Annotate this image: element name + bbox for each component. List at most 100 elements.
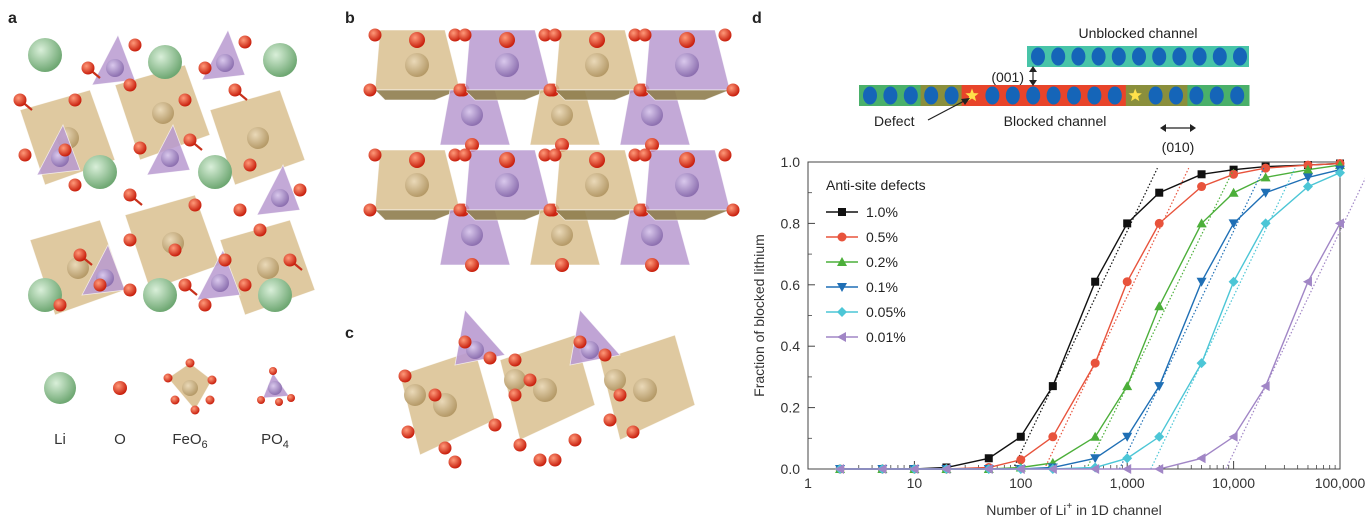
fe-atom — [633, 378, 657, 402]
o-atom — [638, 28, 652, 42]
o-atom — [589, 32, 605, 48]
o-atom — [633, 83, 647, 97]
o-atom — [465, 138, 479, 152]
metal-atom — [675, 173, 699, 197]
x-tick-label: 10 — [907, 475, 923, 491]
o-atom — [123, 78, 137, 92]
li-atom — [198, 155, 232, 189]
y-tick-label: 0.2 — [781, 400, 801, 416]
li-atom — [83, 155, 117, 189]
o-atom — [73, 248, 87, 262]
li-atom — [263, 43, 297, 77]
data-point — [1335, 167, 1345, 178]
metal-atom — [551, 104, 573, 126]
legend-item: 0.2% — [826, 254, 898, 270]
legend-item: 1.0% — [826, 204, 898, 220]
o-atom — [458, 335, 472, 349]
legend-item: 0.5% — [826, 229, 898, 245]
o-atom — [448, 28, 462, 42]
data-point — [1260, 172, 1271, 182]
o-atom — [508, 388, 522, 402]
o-atom — [483, 351, 497, 365]
o-atom — [679, 152, 695, 168]
o-atom — [18, 148, 32, 162]
data-point — [1302, 173, 1313, 183]
data-point — [1122, 277, 1132, 287]
li-site — [863, 86, 877, 105]
o-atom — [448, 455, 462, 469]
data-point — [1197, 182, 1207, 192]
series-0.5% — [835, 159, 1345, 474]
o-atom — [368, 28, 382, 42]
o-atom — [183, 133, 197, 147]
o-atom — [679, 32, 695, 48]
data-point — [1155, 188, 1164, 197]
li-site — [883, 86, 898, 105]
data-point — [1260, 218, 1271, 229]
li-site — [1209, 86, 1224, 105]
fe-atom — [533, 378, 557, 402]
o-atom — [589, 152, 605, 168]
o-atom — [453, 83, 467, 97]
x-tick-label: 1,000 — [1110, 475, 1145, 491]
data-point — [1154, 382, 1165, 392]
o-atom — [548, 453, 562, 467]
o-atom — [178, 93, 192, 107]
o-atom — [638, 148, 652, 162]
li-site — [1107, 86, 1122, 105]
legend-item: 0.01% — [826, 329, 906, 345]
fe-atom — [504, 369, 526, 391]
metal-atom — [585, 53, 609, 77]
legend-label: 0.5% — [866, 229, 898, 245]
data-point — [1228, 276, 1239, 287]
li-site — [1005, 86, 1020, 105]
species-label-feo6: FeO6 — [172, 431, 207, 451]
o-atom — [568, 433, 582, 447]
structure-panel-a — [13, 29, 316, 316]
blocked-channel-label: Blocked channel — [1004, 113, 1107, 129]
li-site — [1046, 86, 1061, 105]
structure-panel-b — [363, 28, 740, 272]
blocked-lithium-chart: 1 10 100 1,000 10,000 100,000 0.0 0.2 0.4 0.6 0.8 1… — [751, 154, 1365, 518]
unblocked-channel-label: Unblocked channel — [1078, 25, 1197, 41]
legend-marker — [837, 257, 847, 266]
o-atom — [168, 243, 182, 257]
data-point — [1229, 169, 1239, 179]
o-atom — [123, 233, 137, 247]
data-point — [1048, 382, 1057, 391]
o-atom — [233, 203, 247, 217]
panel-label-c: c — [345, 325, 354, 342]
legend-item: 0.1% — [826, 279, 898, 295]
data-point — [1228, 219, 1239, 229]
legend-label: 1.0% — [866, 204, 898, 220]
metal-atom — [405, 53, 429, 77]
o-atom — [398, 369, 412, 383]
li-site — [1051, 47, 1066, 66]
o-atom — [198, 298, 212, 312]
legend-marker — [837, 283, 847, 292]
fe-atom — [247, 127, 269, 149]
metal-atom — [461, 224, 483, 246]
o-atom — [453, 203, 467, 217]
p-atom — [271, 189, 289, 207]
data-point — [1154, 218, 1164, 228]
series-0.01% — [835, 177, 1365, 474]
data-point — [1260, 381, 1270, 392]
y-tick-label: 0.4 — [781, 338, 801, 354]
li-legend-atom — [44, 372, 76, 404]
data-point — [1302, 181, 1313, 192]
panel-label-a: a — [8, 10, 17, 27]
metal-atom — [405, 173, 429, 197]
x-axis-label: Number of Li+ in 1D channel — [986, 501, 1162, 518]
data-point — [909, 464, 919, 474]
o-atom — [68, 93, 82, 107]
data-point — [1335, 218, 1344, 229]
o-atom — [718, 148, 732, 162]
data-point — [835, 464, 845, 474]
data-point — [1154, 301, 1165, 311]
li-atom — [148, 45, 182, 79]
o-atom — [228, 83, 242, 97]
o-atom — [533, 453, 547, 467]
data-point — [1154, 464, 1164, 474]
y-tick-label: 0.6 — [781, 277, 801, 293]
